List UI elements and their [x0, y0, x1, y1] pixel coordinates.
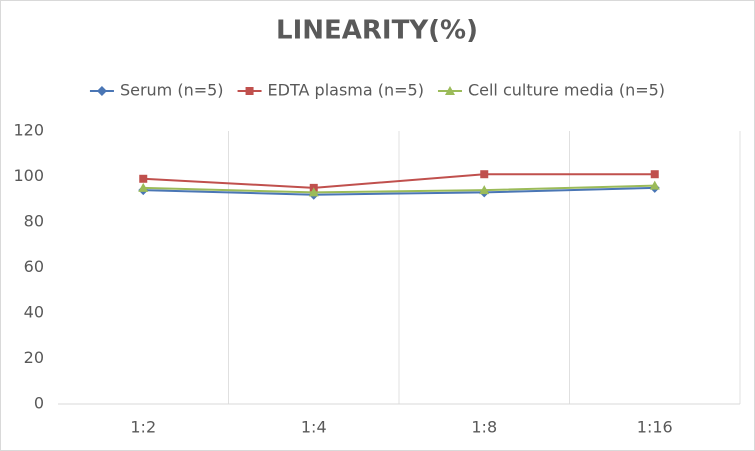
- series-line: [143, 184, 655, 194]
- legend-marker: [96, 86, 107, 96]
- marker: [139, 174, 148, 183]
- y-tick-label: 20: [24, 348, 44, 367]
- marker: [480, 170, 489, 179]
- y-tick-label: 60: [24, 257, 44, 276]
- y-tick-label: 0: [34, 394, 44, 413]
- legend-marker: [245, 87, 254, 95]
- y-tick-label: 120: [13, 121, 44, 140]
- marker: [138, 182, 149, 192]
- marker: [650, 170, 659, 179]
- legend-label: Serum (n=5): [120, 81, 224, 100]
- series-line: [143, 186, 655, 196]
- marker: [649, 180, 660, 190]
- x-tick-label: 1:16: [637, 418, 673, 437]
- legend-marker: [444, 86, 455, 95]
- marker: [479, 185, 490, 195]
- x-tick-label: 1:8: [471, 418, 497, 437]
- legend-label: EDTA plasma (n=5): [268, 81, 424, 100]
- x-tick-label: 1:2: [130, 418, 156, 437]
- y-tick-label: 80: [24, 212, 44, 231]
- x-tick-label: 1:4: [301, 418, 327, 437]
- y-tick-label: 100: [13, 166, 44, 185]
- marker: [308, 187, 319, 197]
- chart-title: LINEARITY(%): [276, 16, 478, 46]
- series-line: [143, 173, 655, 189]
- legend-label: Cell culture media (n=5): [468, 81, 665, 100]
- y-tick-label: 40: [24, 303, 44, 322]
